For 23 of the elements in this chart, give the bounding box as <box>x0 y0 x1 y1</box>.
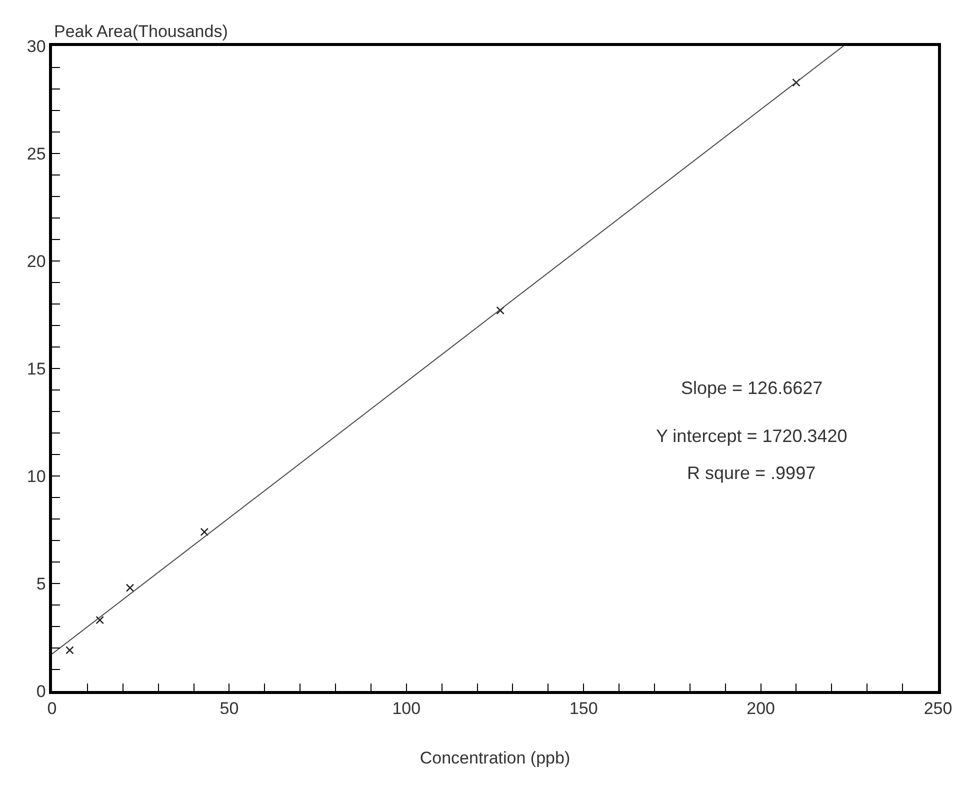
y-tick-label: 10 <box>26 466 46 486</box>
y-tick-label: 15 <box>26 359 46 378</box>
y-axis-title: Peak Area(Thousands) <box>54 22 228 41</box>
point <box>792 78 800 87</box>
y-tick-label: 20 <box>26 252 46 271</box>
x-tick-label: 150 <box>569 699 598 718</box>
x-tick-label: 250 <box>924 699 952 718</box>
point <box>96 616 104 624</box>
x-tick-label: 50 <box>220 699 239 718</box>
point <box>496 306 504 315</box>
y-tick-label: 5 <box>36 574 46 594</box>
x-tick-label: 200 <box>746 699 775 718</box>
y-tick-label: 0 <box>36 682 46 701</box>
y-tick-label: 30 <box>26 36 46 56</box>
y-tick-label: 25 <box>26 144 46 164</box>
annotation: R squre = .9997 <box>687 463 816 483</box>
annotation: Slope = 126.6627 <box>681 378 823 398</box>
point <box>66 646 74 654</box>
point <box>200 528 209 536</box>
annotation: Y intercept = 1720.3420 <box>656 426 848 446</box>
x-tick-label: 100 <box>392 699 421 718</box>
point <box>126 584 134 592</box>
x-axis-title: Concentration (ppb) <box>420 748 570 768</box>
